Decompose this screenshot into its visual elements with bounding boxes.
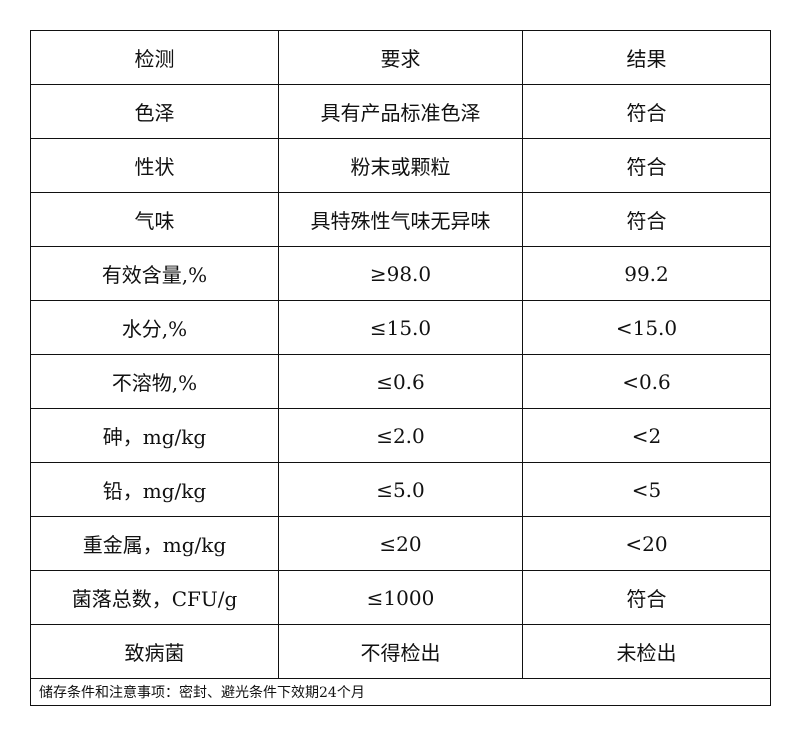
- item-cell: 砷，mg/kg: [30, 408, 279, 463]
- requirement-cell: 粉末或颗粒: [278, 138, 523, 193]
- header-row: 检测 要求 结果: [30, 30, 771, 85]
- table-row: 致病菌 不得检出 未检出: [30, 624, 771, 679]
- item-cell: 气味: [30, 192, 279, 247]
- spec-table: 检测 要求 结果 色泽 具有产品标准色泽 符合 性状 粉末或颗粒 符合 气味 具特殊性气味无异…: [30, 30, 771, 706]
- table-row: 重金属，mg/kg ≤20 <20: [30, 516, 771, 571]
- result-cell: 符合: [522, 570, 771, 625]
- item-cell: 致病菌: [30, 624, 279, 679]
- requirement-cell: 不得检出: [278, 624, 523, 679]
- result-cell: <15.0: [522, 300, 771, 355]
- result-cell: <2: [522, 408, 771, 463]
- result-cell: 符合: [522, 138, 771, 193]
- table-row: 性状 粉末或颗粒 符合: [30, 138, 771, 193]
- result-cell: <0.6: [522, 354, 771, 409]
- requirement-cell: ≤0.6: [278, 354, 523, 409]
- item-cell: 不溶物,%: [30, 354, 279, 409]
- item-cell: 重金属，mg/kg: [30, 516, 279, 571]
- item-cell: 有效含量,%: [30, 246, 279, 301]
- header-cell: 检测: [30, 30, 279, 85]
- result-cell: 99.2: [522, 246, 771, 301]
- storage-note: 储存条件和注意事项：密封、避光条件下效期24个月: [30, 678, 771, 706]
- result-cell: <20: [522, 516, 771, 571]
- requirement-cell: ≤15.0: [278, 300, 523, 355]
- requirement-cell: ≥98.0: [278, 246, 523, 301]
- result-cell: 未检出: [522, 624, 771, 679]
- header-cell: 要求: [278, 30, 523, 85]
- table-row: 色泽 具有产品标准色泽 符合: [30, 84, 771, 139]
- note-row: 储存条件和注意事项：密封、避光条件下效期24个月: [30, 678, 771, 706]
- requirement-cell: 具有产品标准色泽: [278, 84, 523, 139]
- item-cell: 菌落总数，CFU/g: [30, 570, 279, 625]
- table-row: 不溶物,% ≤0.6 <0.6: [30, 354, 771, 409]
- result-cell: <5: [522, 462, 771, 517]
- table-row: 砷，mg/kg ≤2.0 <2: [30, 408, 771, 463]
- header-cell: 结果: [522, 30, 771, 85]
- table-row: 水分,% ≤15.0 <15.0: [30, 300, 771, 355]
- table-row: 铅，mg/kg ≤5.0 <5: [30, 462, 771, 517]
- item-cell: 性状: [30, 138, 279, 193]
- item-cell: 水分,%: [30, 300, 279, 355]
- result-cell: 符合: [522, 192, 771, 247]
- table-row: 菌落总数，CFU/g ≤1000 符合: [30, 570, 771, 625]
- requirement-cell: ≤20: [278, 516, 523, 571]
- table-row: 有效含量,% ≥98.0 99.2: [30, 246, 771, 301]
- requirement-cell: ≤2.0: [278, 408, 523, 463]
- item-cell: 色泽: [30, 84, 279, 139]
- table-row: 气味 具特殊性气味无异味 符合: [30, 192, 771, 247]
- requirement-cell: ≤5.0: [278, 462, 523, 517]
- requirement-cell: ≤1000: [278, 570, 523, 625]
- requirement-cell: 具特殊性气味无异味: [278, 192, 523, 247]
- item-cell: 铅，mg/kg: [30, 462, 279, 517]
- result-cell: 符合: [522, 84, 771, 139]
